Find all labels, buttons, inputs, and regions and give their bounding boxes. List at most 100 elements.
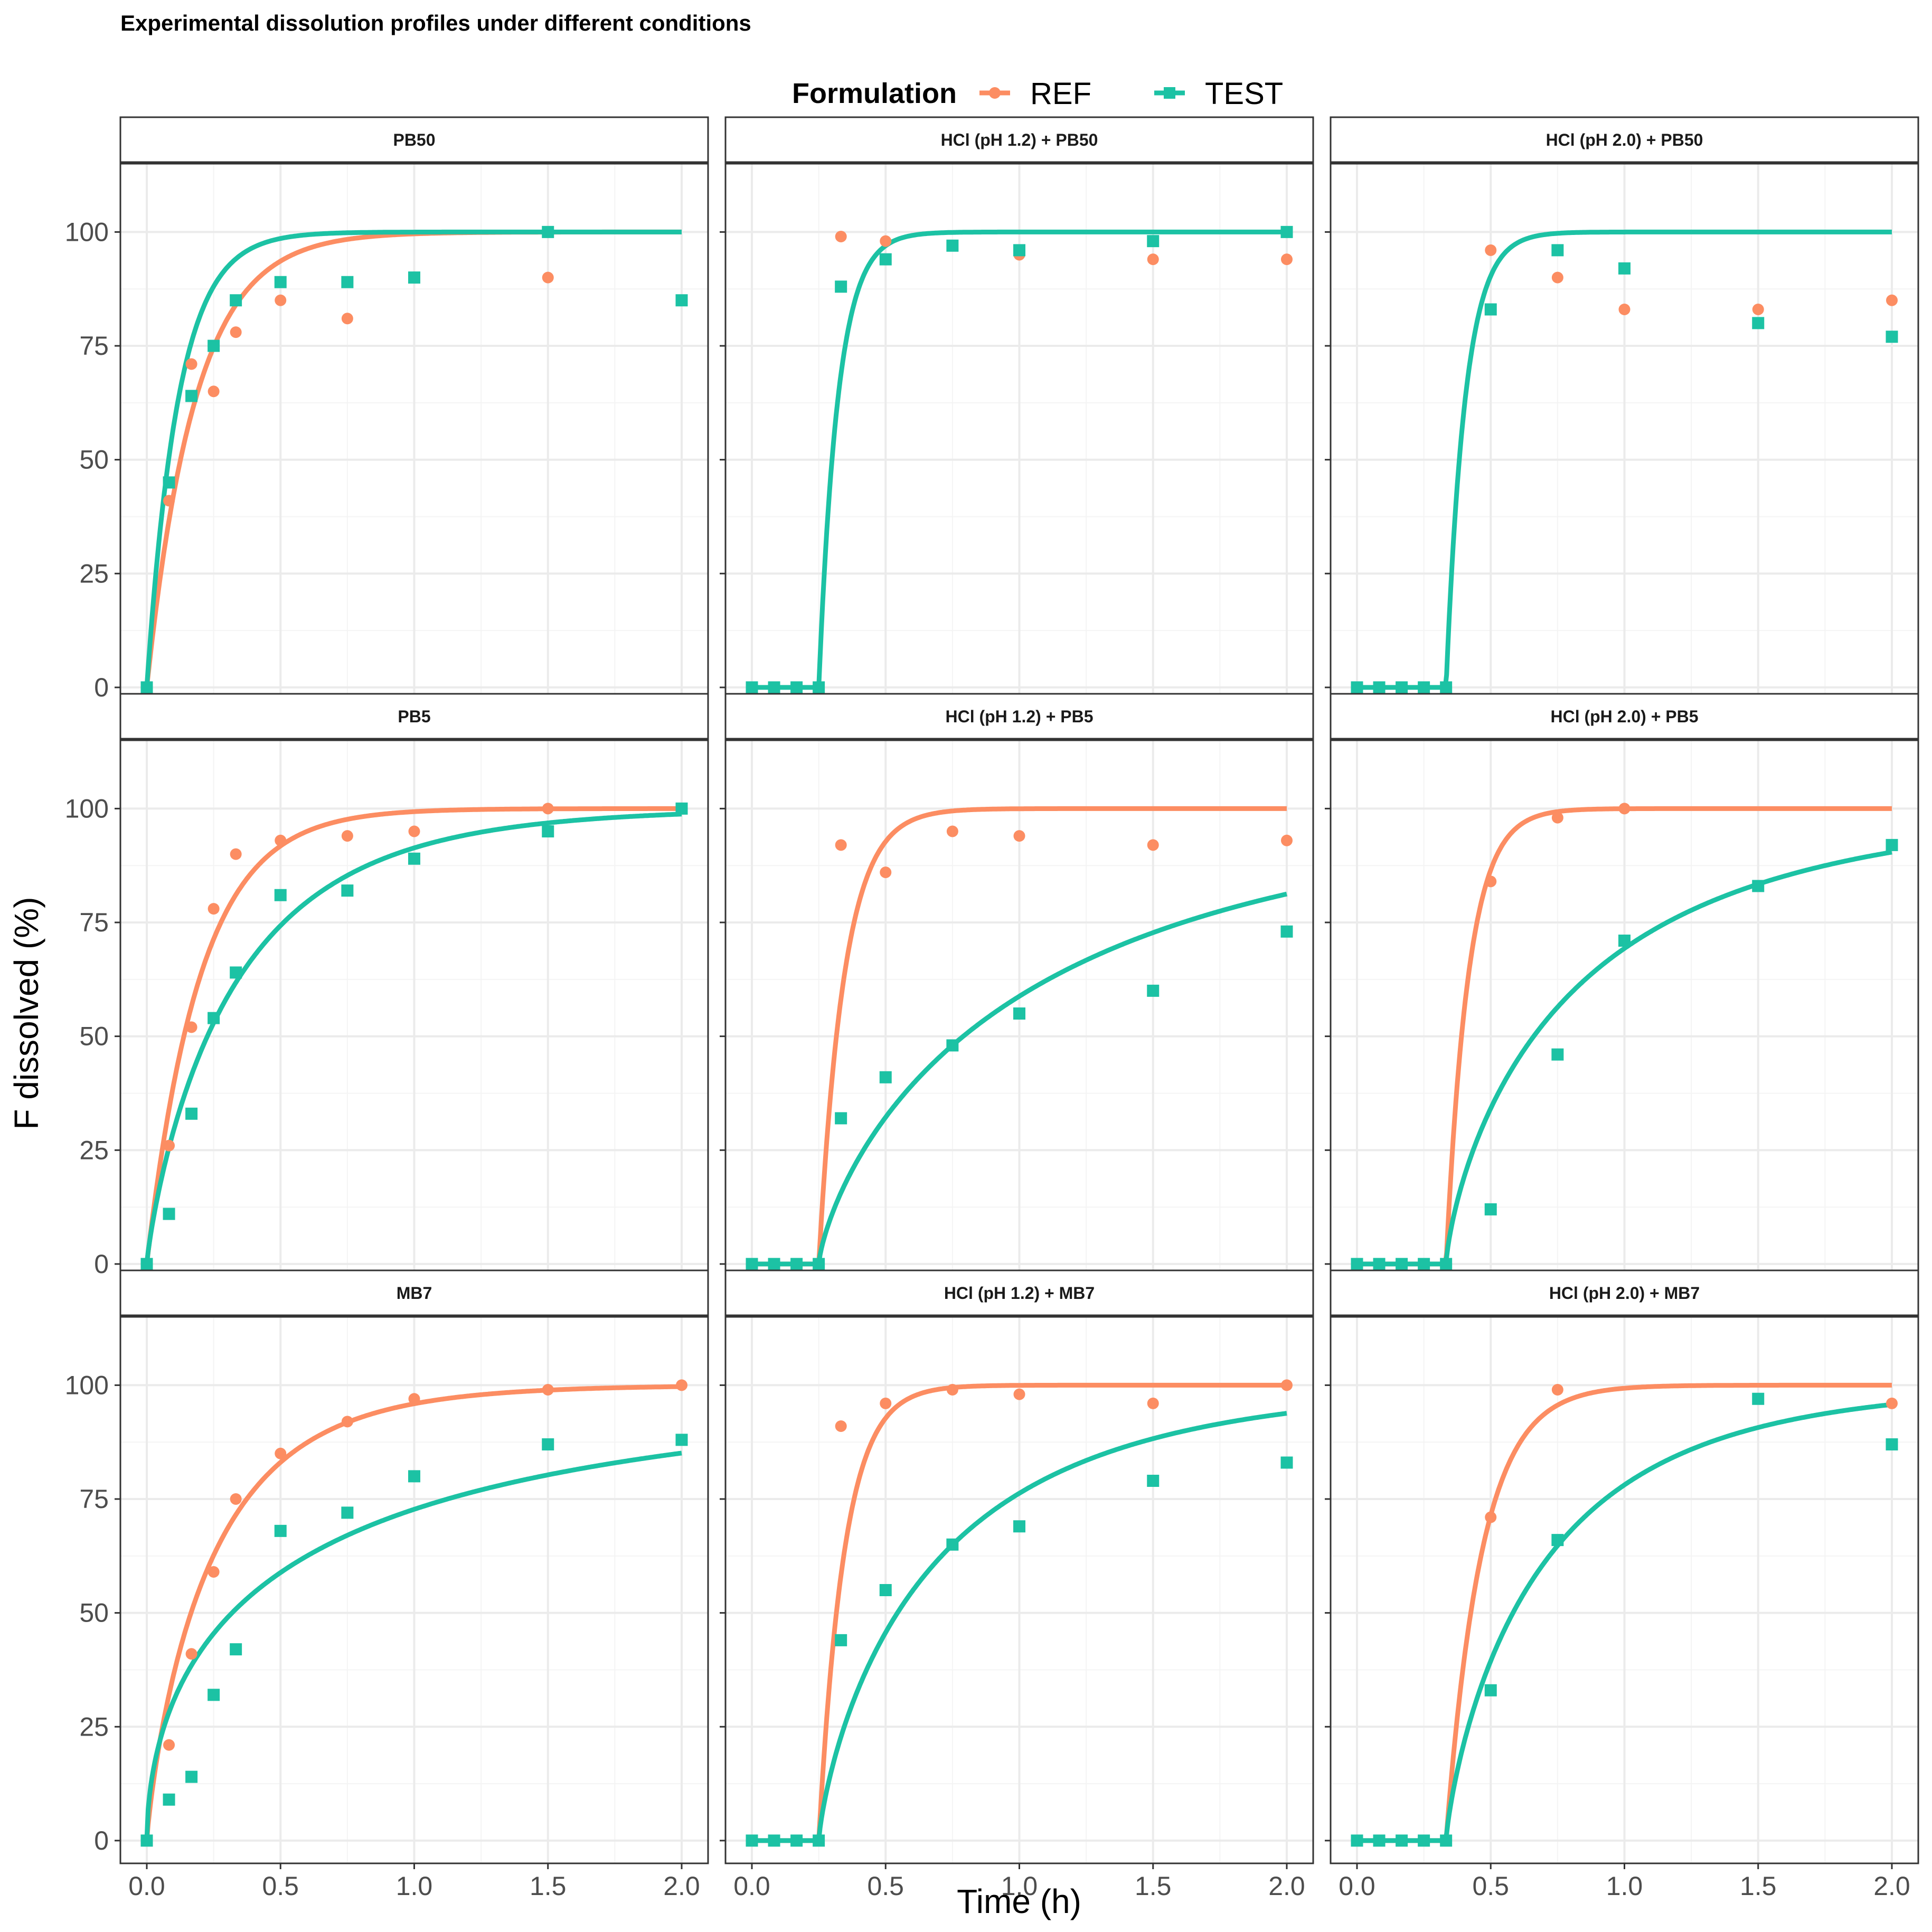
data-point-test bbox=[408, 271, 420, 284]
fit-line-test bbox=[1356, 229, 1893, 690]
panel-strip bbox=[1330, 1269, 1919, 1316]
y-tick-label: 50 bbox=[79, 1598, 109, 1628]
legend-item-ref[interactable]: REF bbox=[979, 77, 1091, 111]
data-point-test bbox=[140, 1834, 153, 1847]
data-point-test bbox=[208, 1012, 220, 1024]
data-point-test bbox=[1373, 681, 1386, 694]
panel-strip bbox=[724, 1269, 1314, 1316]
data-point-test bbox=[208, 1689, 220, 1701]
panel-grid bbox=[1331, 740, 1918, 1287]
x-tick-label: 1.5 bbox=[1740, 1871, 1777, 1901]
data-point-test bbox=[746, 1834, 758, 1847]
panel-grid bbox=[120, 1317, 708, 1863]
data-point-test bbox=[1280, 1456, 1293, 1469]
data-point-test bbox=[1351, 1834, 1363, 1847]
data-point-test bbox=[1147, 984, 1160, 997]
data-point-test bbox=[790, 1834, 803, 1847]
legend-item-test[interactable]: TEST bbox=[1154, 77, 1283, 111]
data-point-test bbox=[1440, 1834, 1453, 1847]
data-point-test bbox=[1551, 244, 1564, 257]
data-point-test bbox=[1396, 1258, 1408, 1270]
fit-line-ref bbox=[751, 1382, 1288, 1843]
data-point-test bbox=[185, 1770, 198, 1783]
data-point-test bbox=[946, 1538, 959, 1551]
data-point-test bbox=[1013, 1520, 1025, 1533]
data-point-test bbox=[163, 1793, 175, 1806]
panel-strip-label: HCl (pH 1.2) + MB7 bbox=[944, 1284, 1095, 1303]
fit-line-test bbox=[751, 891, 1288, 1267]
data-point-ref bbox=[163, 1139, 175, 1152]
data-point-ref bbox=[1886, 1397, 1898, 1409]
data-point-ref bbox=[542, 271, 554, 284]
data-point-ref bbox=[163, 495, 175, 507]
data-point-ref bbox=[835, 1420, 847, 1432]
data-point-test bbox=[1551, 1048, 1564, 1061]
y-tick-label: 75 bbox=[79, 331, 109, 361]
data-point-test bbox=[746, 681, 758, 694]
data-point-test bbox=[1886, 1438, 1898, 1450]
data-point-test bbox=[1147, 235, 1160, 248]
data-point-test bbox=[1618, 262, 1631, 275]
data-point-test bbox=[813, 681, 825, 694]
data-point-ref bbox=[185, 358, 197, 370]
data-point-test bbox=[185, 1107, 198, 1120]
y-tick-label: 50 bbox=[79, 445, 109, 475]
data-point-test bbox=[408, 852, 420, 865]
y-tick-label: 50 bbox=[79, 1022, 109, 1051]
legend-label: TEST bbox=[1205, 77, 1283, 111]
data-point-ref bbox=[1147, 253, 1159, 266]
data-point-ref bbox=[1281, 1379, 1293, 1391]
y-tick-label: 25 bbox=[79, 559, 109, 588]
data-point-test bbox=[1396, 681, 1408, 694]
data-point-ref bbox=[880, 235, 892, 247]
data-point-ref bbox=[880, 1397, 892, 1409]
panel: MB7 0.0 0.5 1.0 1.5 2.0 0 25 50 75 100 bbox=[65, 1269, 709, 1901]
fit-line-test bbox=[751, 229, 1288, 690]
data-point-test bbox=[230, 966, 242, 979]
panel-strip-label: HCl (pH 2.0) + PB50 bbox=[1546, 130, 1703, 149]
y-axis-title: F dissolved (%) bbox=[7, 897, 45, 1130]
data-point-test bbox=[813, 1258, 825, 1270]
data-point-test bbox=[542, 825, 554, 837]
data-point-test bbox=[675, 294, 688, 307]
data-point-ref bbox=[1281, 253, 1293, 266]
data-point-test bbox=[1351, 1258, 1363, 1270]
data-point-ref bbox=[230, 326, 242, 338]
panel-strip-label: PB5 bbox=[398, 707, 430, 726]
data-point-test bbox=[542, 1438, 554, 1450]
data-point-ref bbox=[208, 1566, 220, 1578]
data-point-test bbox=[768, 681, 780, 694]
data-point-test bbox=[879, 1584, 892, 1596]
x-tick-label: 1.0 bbox=[396, 1871, 433, 1901]
data-point-ref bbox=[1013, 830, 1025, 842]
data-point-test bbox=[879, 253, 892, 266]
data-point-ref bbox=[1752, 304, 1764, 315]
fit-line-test bbox=[144, 812, 683, 1265]
data-point-ref bbox=[1618, 803, 1631, 815]
data-point-ref bbox=[542, 803, 554, 815]
fit-line-test bbox=[144, 229, 683, 688]
panel-strip-label: MB7 bbox=[397, 1284, 432, 1303]
data-point-test bbox=[835, 1112, 847, 1125]
data-point-ref bbox=[1886, 294, 1898, 306]
panel-strip-label: HCl (pH 2.0) + PB5 bbox=[1550, 707, 1698, 726]
data-point-ref bbox=[542, 1384, 554, 1396]
panel: HCl (pH 1.2) + MB7 0.0 0.5 1.0 1.5 2.0 bbox=[720, 1269, 1314, 1901]
data-point-test bbox=[946, 1039, 959, 1052]
data-point-ref bbox=[1013, 1388, 1025, 1400]
data-point-ref bbox=[341, 830, 353, 842]
data-point-test bbox=[1280, 225, 1293, 238]
data-point-test bbox=[1013, 1007, 1025, 1020]
data-point-ref bbox=[1281, 834, 1293, 846]
x-tick-label: 2.0 bbox=[1873, 1871, 1910, 1901]
data-point-ref bbox=[1147, 1397, 1159, 1409]
legend-key-marker bbox=[989, 87, 1001, 99]
data-point-ref bbox=[946, 1384, 958, 1396]
data-point-test bbox=[1013, 244, 1025, 257]
data-point-test bbox=[1484, 303, 1497, 316]
data-point-test bbox=[1484, 1684, 1497, 1697]
data-point-test bbox=[208, 340, 220, 352]
data-point-test bbox=[1618, 935, 1631, 947]
y-tick-label: 0 bbox=[94, 673, 109, 702]
